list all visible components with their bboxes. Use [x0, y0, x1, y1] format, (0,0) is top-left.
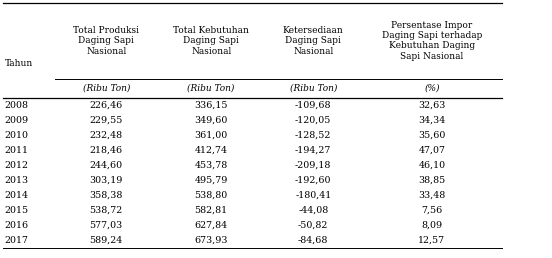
Text: -44,08: -44,08: [298, 206, 328, 215]
Text: 303,19: 303,19: [89, 176, 123, 185]
Text: -109,68: -109,68: [295, 101, 332, 110]
Text: -180,41: -180,41: [295, 191, 331, 200]
Text: -128,52: -128,52: [295, 131, 331, 140]
Text: -209,18: -209,18: [295, 161, 331, 170]
Text: 226,46: 226,46: [89, 101, 123, 110]
Text: (Ribu Ton): (Ribu Ton): [188, 84, 235, 93]
Text: 349,60: 349,60: [194, 116, 228, 125]
Text: Total Produksi
Daging Sapi
Nasional: Total Produksi Daging Sapi Nasional: [73, 26, 139, 55]
Text: 2016: 2016: [4, 221, 29, 230]
Text: Total Kebutuhan
Daging Sapi
Nasional: Total Kebutuhan Daging Sapi Nasional: [173, 26, 249, 55]
Text: -84,68: -84,68: [298, 236, 328, 245]
Text: 2013: 2013: [4, 176, 29, 185]
Text: 47,07: 47,07: [418, 146, 445, 155]
Text: 232,48: 232,48: [89, 131, 123, 140]
Text: 2014: 2014: [4, 191, 28, 200]
Text: 229,55: 229,55: [89, 116, 123, 125]
Text: Ketersediaan
Daging Sapi
Nasional: Ketersediaan Daging Sapi Nasional: [283, 26, 344, 55]
Text: 244,60: 244,60: [89, 161, 123, 170]
Text: (%): (%): [424, 84, 440, 93]
Text: 577,03: 577,03: [89, 221, 123, 230]
Text: 2009: 2009: [4, 116, 29, 125]
Text: 358,38: 358,38: [89, 191, 123, 200]
Text: -192,60: -192,60: [295, 176, 332, 185]
Text: 38,85: 38,85: [418, 176, 445, 185]
Text: 336,15: 336,15: [194, 101, 228, 110]
Text: 34,34: 34,34: [418, 116, 445, 125]
Text: (Ribu Ton): (Ribu Ton): [83, 84, 130, 93]
Text: 218,46: 218,46: [89, 146, 123, 155]
Text: Persentase Impor
Daging Sapi terhadap
Kebutuhan Daging
Sapi Nasional: Persentase Impor Daging Sapi terhadap Ke…: [382, 21, 482, 61]
Text: 32,63: 32,63: [418, 101, 445, 110]
Text: 538,80: 538,80: [194, 191, 228, 200]
Text: 589,24: 589,24: [89, 236, 123, 245]
Text: -194,27: -194,27: [295, 146, 331, 155]
Text: 627,84: 627,84: [194, 221, 228, 230]
Text: 8,09: 8,09: [421, 221, 443, 230]
Text: 673,93: 673,93: [194, 236, 228, 245]
Text: 7,56: 7,56: [421, 206, 443, 215]
Text: 361,00: 361,00: [194, 131, 228, 140]
Text: 35,60: 35,60: [418, 131, 445, 140]
Text: 453,78: 453,78: [194, 161, 228, 170]
Text: -50,82: -50,82: [298, 221, 328, 230]
Text: Tahun: Tahun: [4, 59, 33, 68]
Text: -120,05: -120,05: [295, 116, 331, 125]
Text: 2012: 2012: [4, 161, 28, 170]
Text: 2017: 2017: [4, 236, 28, 245]
Text: 33,48: 33,48: [418, 191, 445, 200]
Text: 12,57: 12,57: [418, 236, 445, 245]
Text: 582,81: 582,81: [194, 206, 228, 215]
Text: (Ribu Ton): (Ribu Ton): [290, 84, 337, 93]
Text: 2010: 2010: [4, 131, 28, 140]
Text: 2008: 2008: [4, 101, 28, 110]
Text: 495,79: 495,79: [194, 176, 228, 185]
Text: 412,74: 412,74: [195, 146, 227, 155]
Text: 46,10: 46,10: [418, 161, 445, 170]
Text: 2015: 2015: [4, 206, 29, 215]
Text: 538,72: 538,72: [89, 206, 123, 215]
Text: 2011: 2011: [4, 146, 28, 155]
